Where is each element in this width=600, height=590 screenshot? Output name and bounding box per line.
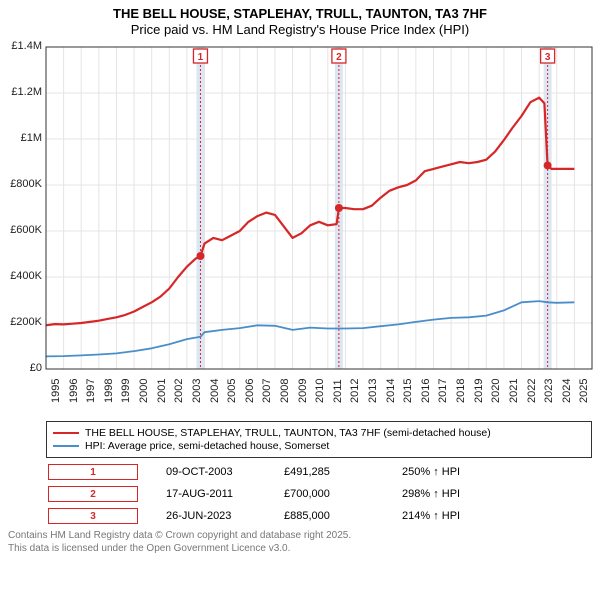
chart-svg: 1 2 3	[0, 39, 600, 419]
marker-table: 1 09-OCT-2003 £491,285 250% ↑ HPI 2 17-A…	[48, 464, 592, 524]
x-tick-label: 2002	[173, 379, 185, 403]
y-tick-label: £800K	[0, 178, 42, 190]
x-tick-label: 2004	[209, 379, 221, 403]
x-tick-label: 2014	[385, 379, 397, 403]
x-tick-label: 1997	[85, 379, 97, 403]
x-tick-label: 2000	[138, 379, 150, 403]
legend-swatch-hpi	[53, 445, 79, 447]
x-tick-label: 1995	[50, 379, 62, 403]
x-tick-label: 2010	[314, 379, 326, 403]
x-tick-label: 2024	[561, 379, 573, 403]
footer-line1: Contains HM Land Registry data © Crown c…	[8, 530, 592, 543]
y-tick-label: £1.2M	[0, 86, 42, 98]
x-tick-label: 1998	[103, 379, 115, 403]
x-tick-label: 2016	[420, 379, 432, 403]
y-tick-label: £0	[0, 362, 42, 374]
marker-date-1: 09-OCT-2003	[166, 466, 256, 478]
marker-badge-2: 2	[48, 486, 138, 502]
marker-row-3: 3 26-JUN-2023 £885,000 214% ↑ HPI	[48, 508, 592, 524]
legend-label-hpi: HPI: Average price, semi-detached house,…	[85, 440, 329, 452]
x-tick-label: 1996	[68, 379, 80, 403]
x-tick-label: 2001	[156, 379, 168, 403]
x-tick-label: 2009	[297, 379, 309, 403]
marker-badge-1: 1	[48, 464, 138, 480]
svg-text:2: 2	[336, 52, 342, 63]
legend-swatch-price	[53, 432, 79, 434]
x-tick-label: 2019	[473, 379, 485, 403]
x-tick-label: 2021	[508, 379, 520, 403]
marker-badge-3: 3	[48, 508, 138, 524]
y-tick-label: £1M	[0, 132, 42, 144]
x-tick-label: 2011	[332, 379, 344, 403]
y-tick-label: £400K	[0, 270, 42, 282]
legend-row-hpi: HPI: Average price, semi-detached house,…	[53, 440, 585, 452]
marker-pct-2: 298% ↑ HPI	[402, 488, 492, 500]
marker-price-1: £491,285	[284, 466, 374, 478]
marker-row-1: 1 09-OCT-2003 £491,285 250% ↑ HPI	[48, 464, 592, 480]
x-tick-label: 2008	[279, 379, 291, 403]
x-tick-label: 2005	[226, 379, 238, 403]
marker-date-3: 26-JUN-2023	[166, 510, 256, 522]
svg-text:3: 3	[545, 52, 551, 63]
legend-label-price: THE BELL HOUSE, STAPLEHAY, TRULL, TAUNTO…	[85, 427, 491, 439]
x-tick-label: 2007	[261, 379, 273, 403]
x-tick-label: 2012	[349, 379, 361, 403]
footer-line2: This data is licensed under the Open Gov…	[8, 543, 592, 556]
y-tick-label: £1.4M	[0, 40, 42, 52]
x-tick-label: 2025	[578, 379, 590, 403]
svg-text:1: 1	[198, 52, 204, 63]
marker-row-2: 2 17-AUG-2011 £700,000 298% ↑ HPI	[48, 486, 592, 502]
x-tick-label: 2020	[490, 379, 502, 403]
x-tick-label: 2013	[367, 379, 379, 403]
x-tick-label: 2022	[526, 379, 538, 403]
chart-container: THE BELL HOUSE, STAPLEHAY, TRULL, TAUNTO…	[0, 0, 600, 555]
footer: Contains HM Land Registry data © Crown c…	[8, 530, 592, 555]
title-block: THE BELL HOUSE, STAPLEHAY, TRULL, TAUNTO…	[0, 0, 600, 39]
x-tick-label: 2017	[437, 379, 449, 403]
x-tick-label: 2023	[543, 379, 555, 403]
marker-price-3: £885,000	[284, 510, 374, 522]
x-tick-label: 2018	[455, 379, 467, 403]
x-tick-label: 2015	[402, 379, 414, 403]
marker-pct-1: 250% ↑ HPI	[402, 466, 492, 478]
marker-date-2: 17-AUG-2011	[166, 488, 256, 500]
x-tick-label: 2006	[244, 379, 256, 403]
chart-title-line1: THE BELL HOUSE, STAPLEHAY, TRULL, TAUNTO…	[4, 6, 596, 21]
y-tick-label: £200K	[0, 316, 42, 328]
chart-area: 123 £0£200K£400K£600K£800K£1M£1.2M£1.4M1…	[0, 39, 600, 419]
x-tick-label: 2003	[191, 379, 203, 403]
marker-price-2: £700,000	[284, 488, 374, 500]
x-tick-label: 1999	[120, 379, 132, 403]
legend-row-price: THE BELL HOUSE, STAPLEHAY, TRULL, TAUNTO…	[53, 427, 585, 439]
marker-pct-3: 214% ↑ HPI	[402, 510, 492, 522]
legend: THE BELL HOUSE, STAPLEHAY, TRULL, TAUNTO…	[46, 421, 592, 458]
y-tick-label: £600K	[0, 224, 42, 236]
chart-title-line2: Price paid vs. HM Land Registry's House …	[4, 22, 596, 37]
